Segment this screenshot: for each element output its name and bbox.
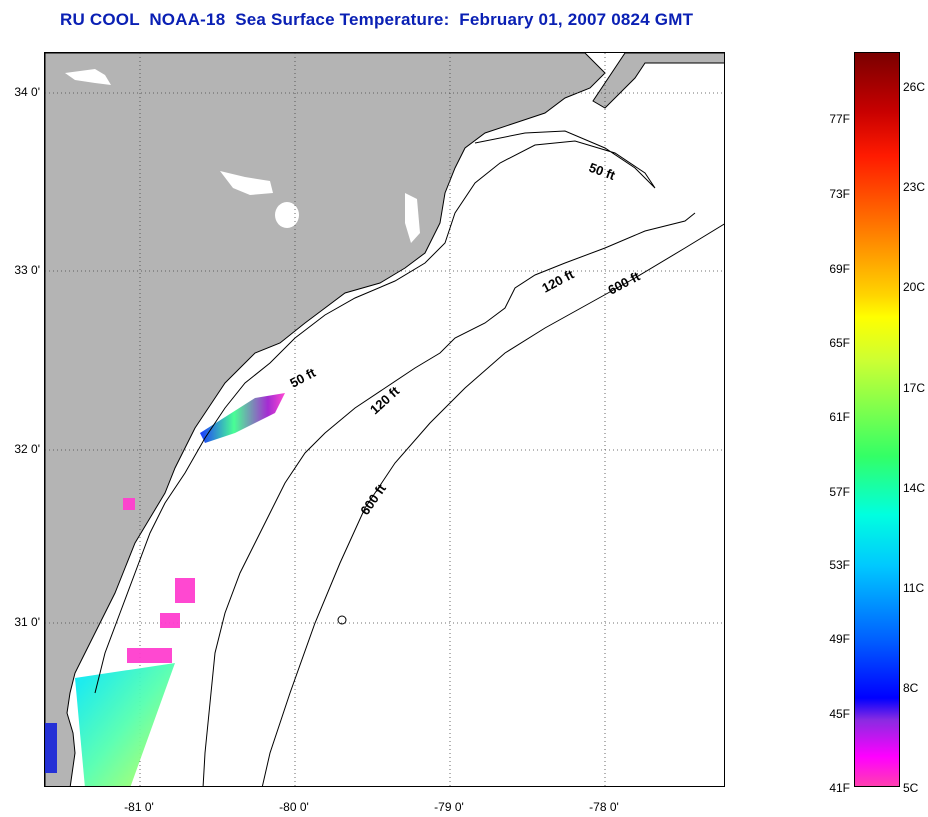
lon-label: -80 0' xyxy=(279,800,309,814)
colorbar-f-label: 65F xyxy=(829,336,850,350)
sst-map: 50 ft 120 ft 600 ft 50 ft 120 ft 600 ft xyxy=(44,52,725,787)
colorbar xyxy=(854,52,900,787)
colorbar-f-label: 77F xyxy=(829,112,850,126)
map-canvas: 50 ft 120 ft 600 ft 50 ft 120 ft 600 ft xyxy=(45,53,724,786)
colorbar-f-label: 45F xyxy=(829,707,850,721)
lon-label: -78 0' xyxy=(589,800,619,814)
colorbar-c-label: 8C xyxy=(903,681,919,695)
lake xyxy=(220,171,273,195)
colorbar-c-label: 11C xyxy=(903,581,925,595)
lat-label: 33 0' xyxy=(14,263,40,277)
lat-label: 32 0' xyxy=(14,442,40,456)
lake xyxy=(275,202,299,228)
sst-patch xyxy=(127,648,172,663)
colorbar-c-label: 14C xyxy=(903,481,926,495)
contour-label: 50 ft xyxy=(587,160,618,183)
contour-label: 600 ft xyxy=(357,481,389,518)
sst-patch xyxy=(123,498,135,510)
colorbar-f-label: 49F xyxy=(829,632,850,646)
isobath-120ft xyxy=(202,212,696,786)
colorbar-c-label: 17C xyxy=(903,381,926,395)
sst-patch-north xyxy=(200,393,285,443)
contour-label: 50 ft xyxy=(287,365,318,391)
colorbar-c-label: 23C xyxy=(903,180,926,194)
land-mass xyxy=(45,53,606,786)
lat-label: 34 0' xyxy=(14,85,40,99)
colorbar-c-label: 20C xyxy=(903,280,926,294)
lon-label: -81 0' xyxy=(124,800,154,814)
graticule xyxy=(45,53,724,786)
map-title: RU COOL NOAA-18 Sea Surface Temperature:… xyxy=(60,10,694,29)
lake xyxy=(405,193,420,243)
colorbar-c-label: 5C xyxy=(903,781,919,795)
sst-data xyxy=(45,393,285,786)
isobath-50ft xyxy=(94,130,656,694)
sst-patch xyxy=(160,613,180,628)
sst-patch xyxy=(45,723,57,773)
contour-label: 600 ft xyxy=(605,268,643,298)
colorbar-f-label: 61F xyxy=(829,410,850,424)
colorbar-f-label: 41F xyxy=(829,781,850,795)
colorbar-f-label: 53F xyxy=(829,558,850,572)
colorbar-f-label: 69F xyxy=(829,262,850,276)
sst-patch xyxy=(175,578,195,603)
isobath-600ft xyxy=(261,223,724,786)
colorbar-f-label: 73F xyxy=(829,187,850,201)
land-ne-coast xyxy=(592,53,724,109)
colorbar-f-label: 57F xyxy=(829,485,850,499)
colorbar-c-label: 26C xyxy=(903,80,926,94)
lat-label: 31 0' xyxy=(14,615,40,629)
lon-label: -79 0' xyxy=(434,800,464,814)
lake xyxy=(65,69,111,85)
sst-patch-south xyxy=(75,663,175,786)
isobaths xyxy=(94,130,724,786)
